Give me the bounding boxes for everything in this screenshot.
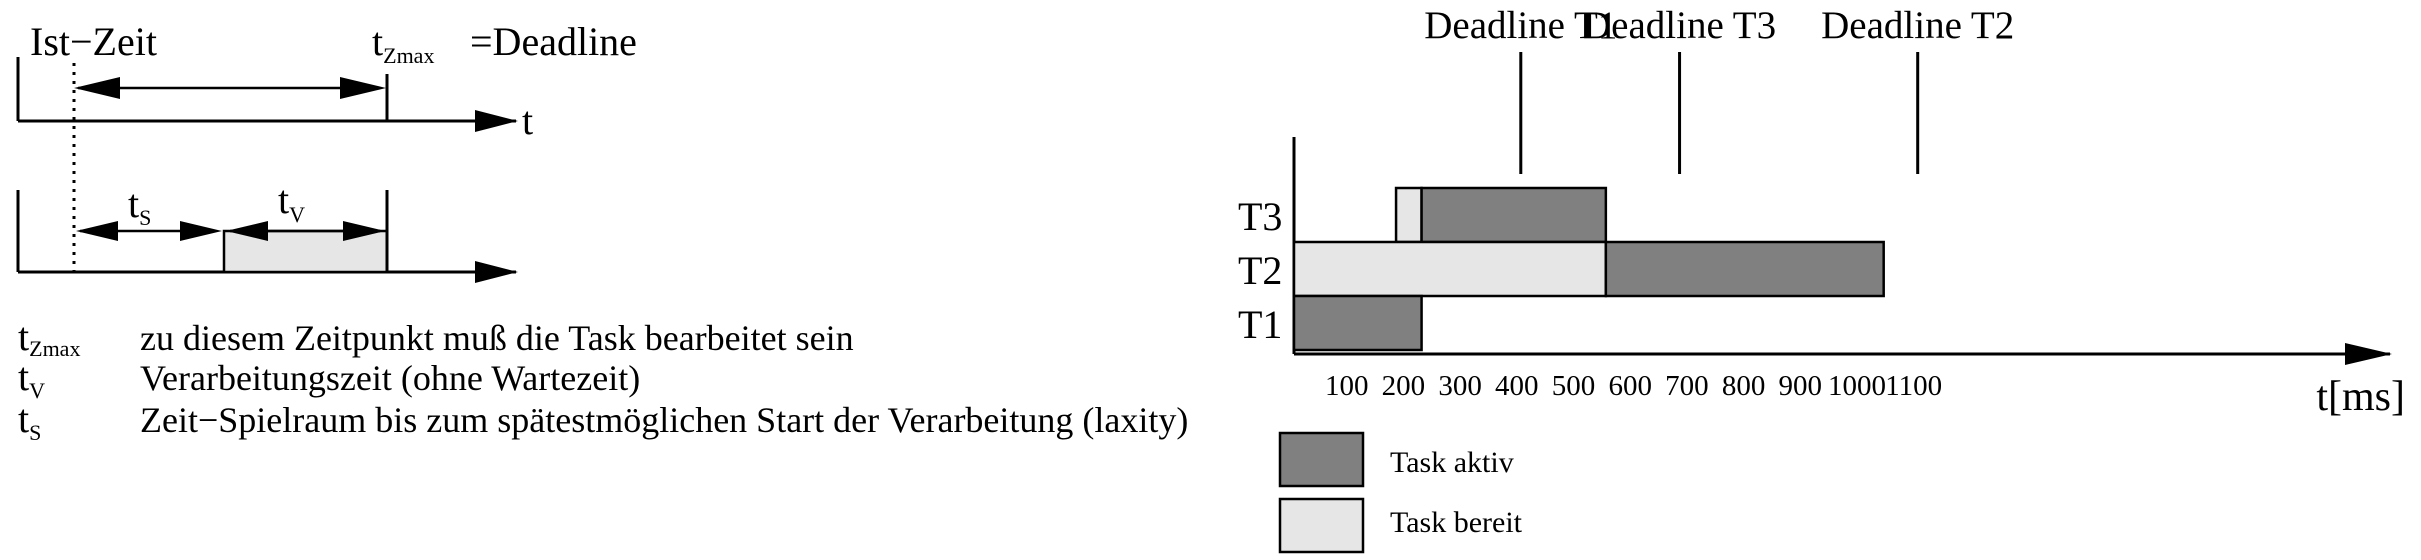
gantt-x-tick-label: 200 (1382, 370, 1426, 402)
ts-arrow (76, 221, 222, 241)
legend-active-swatch (1278, 431, 1365, 488)
svg-text:Verarbeitungszeit (ohne Wartez: Verarbeitungszeit (ohne Wartezeit) (140, 358, 640, 398)
gantt-x-axis-arrowhead (2345, 343, 2392, 365)
deadline-label-2: Deadline T3 (1583, 4, 1776, 47)
gantt-bar-t3-ready (1394, 186, 1423, 244)
legend-active-label: Task aktiv (1390, 446, 1514, 479)
definition-t-zmax: tZmax zu diesem Zeitpunkt muß die Task b… (18, 314, 854, 361)
gantt-x-tick-label: 1000 (1828, 370, 1886, 402)
gantt-x-tick-label: 900 (1779, 370, 1823, 402)
tv-processing-block (222, 229, 389, 274)
deadline-equals-label: =Deadline (470, 19, 637, 64)
svg-text:tS: tS (18, 396, 41, 445)
definition-t-s: tS Zeit−Spielraum bis zum spätestmöglich… (18, 396, 1188, 445)
legend: Task aktiv Task bereit (1278, 431, 1523, 554)
definitions-list: tZmax zu diesem Zeitpunkt muß die Task b… (18, 314, 1188, 445)
gantt-x-tick-label: 300 (1438, 370, 1482, 402)
gantt-x-tick-labels: 100 200 300 400 500 600 700 800 900 1000 1100 (1325, 370, 1942, 402)
svg-text:zu diesem Zeitpunkt muß die Ta: zu diesem Zeitpunkt muß die Task bearbei… (140, 318, 854, 358)
gantt-x-tick-label: 100 (1325, 370, 1369, 402)
tv-arrow (226, 221, 385, 241)
gantt-bar-t3-active (1420, 186, 1608, 244)
gantt-bar-t2-ready (1292, 240, 1608, 298)
definition-t-v: tV Verarbeitungszeit (ohne Wartezeit) (18, 354, 640, 403)
deadline-label-3: Deadline T2 (1821, 4, 2014, 47)
gantt-chart: t[ms] T3 T2 T1 100 200 300 400 500 600 700 800 900… (1238, 4, 2405, 420)
gantt-task-labels: T3 T2 T1 (1238, 194, 1282, 347)
tv-label: tV (278, 177, 305, 227)
gantt-x-tick-label: 400 (1495, 370, 1539, 402)
gantt-x-tick-label: 600 (1608, 370, 1652, 402)
gantt-task-label-t3: T3 (1238, 194, 1282, 239)
legend-ready-label: Task bereit (1390, 506, 1523, 539)
svg-text:tZmax: tZmax (18, 314, 80, 361)
gantt-x-tick-label: 500 (1552, 370, 1596, 402)
gantt-x-tick-label: 1100 (1885, 370, 1942, 402)
gantt-x-tick-label: 800 (1722, 370, 1766, 402)
top-axis-arrowhead (475, 110, 518, 132)
ist-zeit-label: Ist−Zeit (30, 19, 157, 64)
gantt-bars (1292, 186, 1885, 352)
gantt-x-tick-label: 700 (1665, 370, 1709, 402)
gantt-bar-t2-active (1604, 240, 1885, 298)
left-timing-diagram: t Ist−Zeit tZmax =Deadline tS (16, 19, 637, 283)
svg-text:Zeit−Spielraum bis zum spätest: Zeit−Spielraum bis zum spätestmöglichen … (140, 400, 1188, 440)
svg-text:tV: tV (18, 354, 45, 403)
legend-ready-swatch (1278, 497, 1365, 554)
ts-label: tS (128, 181, 151, 230)
gantt-bar-t1-active (1292, 294, 1423, 352)
deadline-label-1: Deadline T1 (1424, 4, 1617, 47)
t-zmax-label: tZmax (372, 19, 434, 68)
ist-to-deadline-arrow (74, 77, 386, 99)
gantt-x-unit-label: t[ms] (2316, 374, 2405, 420)
gantt-task-label-t1: T1 (1238, 302, 1282, 347)
gantt-task-label-t2: T2 (1238, 248, 1282, 293)
top-axis-t-label: t (522, 98, 533, 143)
bottom-axis-arrowhead (475, 261, 518, 283)
